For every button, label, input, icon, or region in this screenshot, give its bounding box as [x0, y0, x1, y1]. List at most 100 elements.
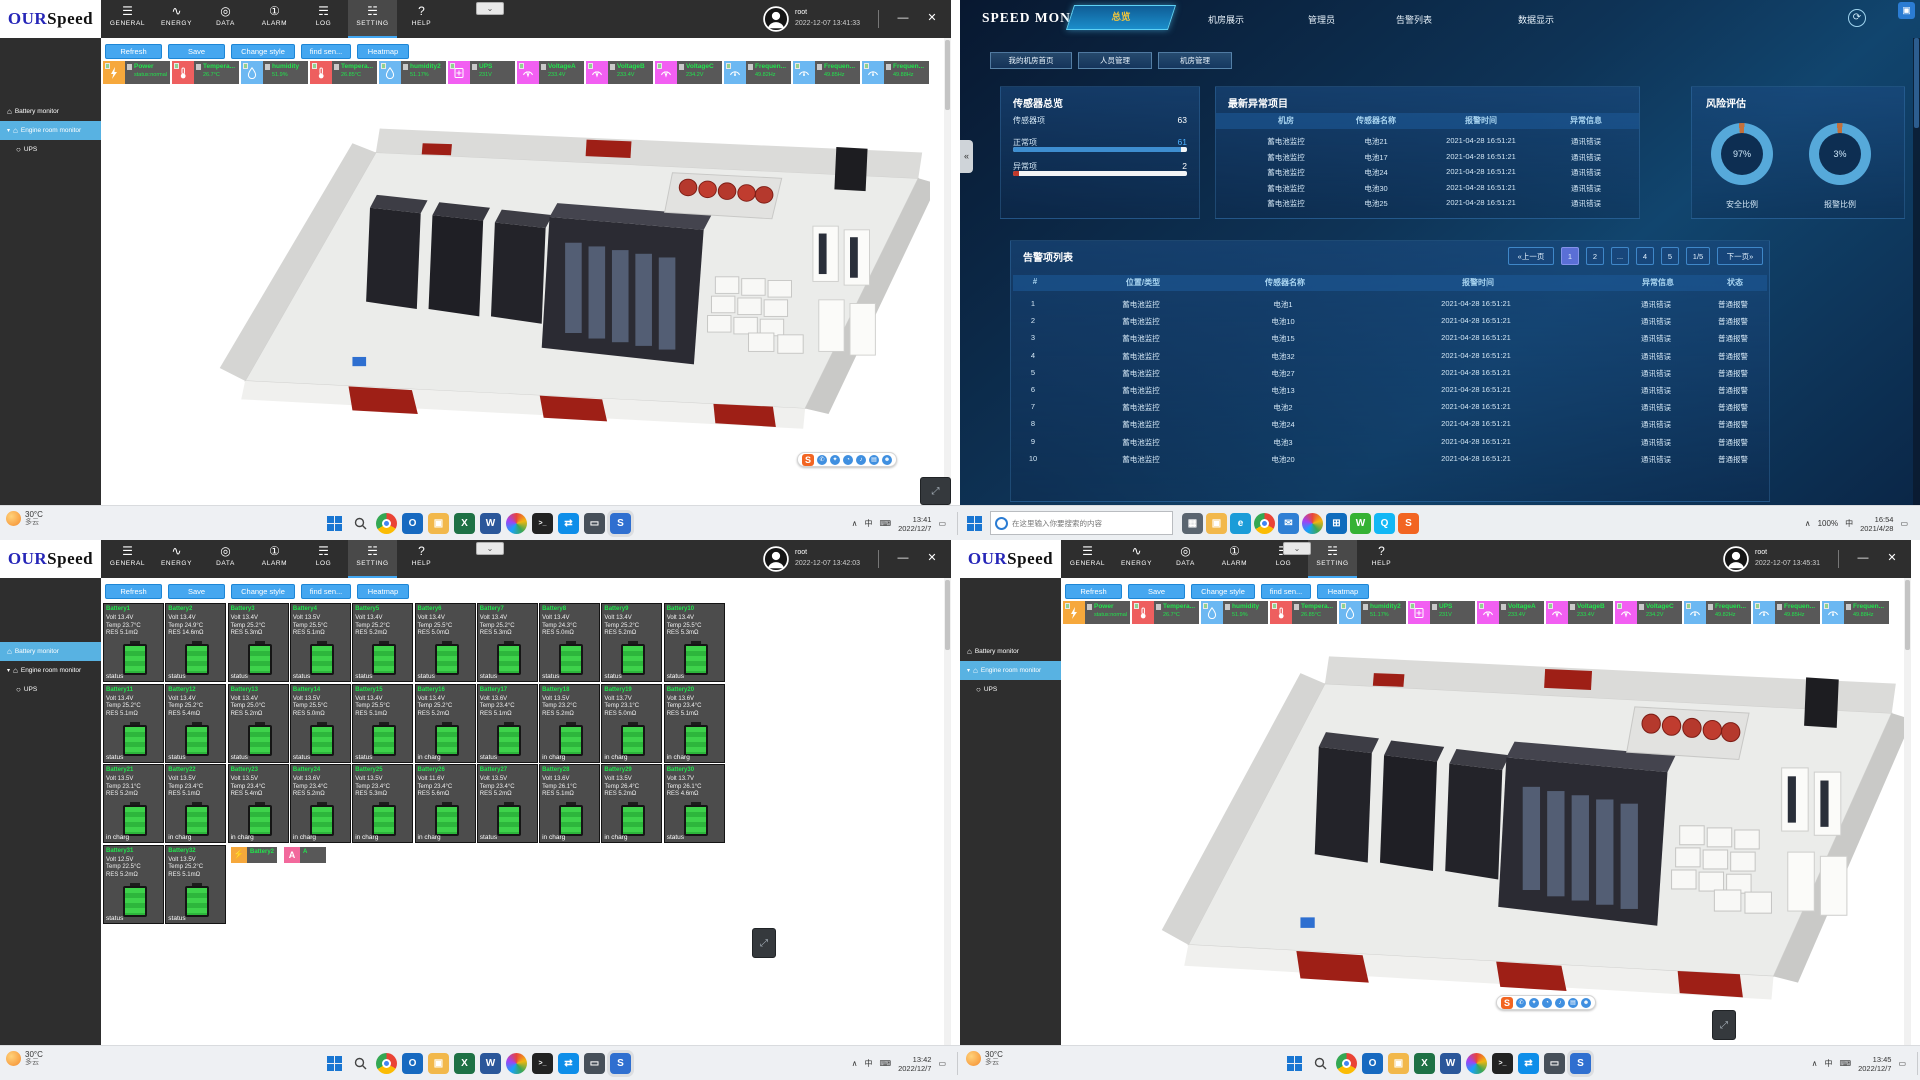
toolbar-button-refresh[interactable]: Refresh	[105, 584, 162, 599]
toolbar-button-save[interactable]: Save	[1128, 584, 1185, 599]
excel-icon[interactable]: X	[454, 513, 475, 534]
start-icon[interactable]	[324, 513, 345, 534]
display-icon[interactable]: ▭	[584, 513, 605, 534]
tray-chevron-icon[interactable]: ∧	[851, 1059, 858, 1068]
toolbar-button-refresh[interactable]: Refresh	[1065, 584, 1122, 599]
sidebar-item-battery[interactable]: ⌂ Battery monitor	[960, 642, 1061, 661]
menu-tab-general[interactable]: ☰ GENERAL	[1063, 540, 1112, 578]
sogou-s-icon[interactable]: S	[802, 453, 814, 466]
close-button[interactable]: ✕	[927, 552, 937, 564]
taskbar-clock[interactable]: 16:54 2021/4/28	[1860, 515, 1893, 533]
teamviewer-icon[interactable]: ⇄	[558, 1053, 579, 1074]
sensor-chip-ups[interactable]: UPS 231V	[448, 61, 515, 84]
nav-tab-data-display[interactable]: 数据显示	[1518, 15, 1555, 25]
battery-card-7[interactable]: Battery7 Volt 13.4V Temp 25.2°C RES 5.3mΩ st…	[476, 603, 538, 682]
word-icon[interactable]: W	[1440, 1053, 1461, 1074]
sensor-chip-power[interactable]: Power status:normal	[1063, 601, 1130, 624]
keyboard-icon[interactable]: ▤	[1568, 997, 1578, 1008]
tray-ime-indicator[interactable]: 中	[1845, 519, 1854, 528]
sparkle-icon[interactable]: ✦	[1529, 997, 1539, 1008]
corner-app-icon[interactable]: ▣	[1898, 2, 1915, 19]
display-icon[interactable]: ▭	[1544, 1053, 1565, 1074]
notification-icon[interactable]: ▭	[938, 519, 946, 528]
battery-card-32[interactable]: Battery32 Volt 13.5V Temp 25.2°C RES 5.1mΩ s…	[165, 844, 227, 924]
screen-share-mini-window[interactable]: ⤢	[752, 928, 776, 958]
tray-ime-indicator[interactable]: 中	[1824, 1059, 1833, 1068]
start-icon[interactable]	[324, 1053, 345, 1074]
mail-icon[interactable]: ✉	[1278, 513, 1299, 534]
scrollbar-thumb[interactable]	[945, 40, 950, 110]
search-icon[interactable]	[1310, 1053, 1331, 1074]
menu-tab-alarm[interactable]: ① ALARM	[250, 540, 299, 578]
tray-chevron-icon[interactable]: ∧	[1811, 1059, 1818, 1068]
file-explorer-icon[interactable]: ▣	[428, 513, 449, 534]
menu-tab-energy[interactable]: ∿ ENERGY	[152, 0, 201, 38]
scrollbar-thumb[interactable]	[945, 580, 950, 650]
tray-chevron-icon[interactable]: ∧	[1804, 519, 1811, 528]
battery-card-1[interactable]: Battery1 Volt 13.4V Temp 23.7°C RES 5.1mΩ st…	[103, 603, 164, 682]
battery-card-2[interactable]: Battery2 Volt 13.4V Temp 24.9°C RES 14.6mΩ s…	[165, 603, 227, 682]
taskbar-clock[interactable]: 13:41 2022/12/7	[898, 515, 931, 533]
battery-card-8[interactable]: Battery8 Volt 13.4V Temp 24.3°C RES 5.0mΩ st…	[539, 603, 601, 682]
menu-tab-general[interactable]: ☰ GENERAL	[103, 0, 152, 38]
battery-card-23[interactable]: Battery23 Volt 13.5V Temp 23.4°C RES 5.4mΩ i…	[227, 764, 289, 844]
menu-tab-general[interactable]: ☰ GENERAL	[103, 540, 152, 578]
menu-tab-help[interactable]: ? HELP	[1357, 540, 1406, 578]
taskbar-search-box[interactable]: 在这里输入你要搜索的内容	[990, 511, 1173, 535]
sensor-chip-humidity[interactable]: humidity 51.9%	[241, 61, 308, 84]
clock-icon[interactable]: ◔	[843, 454, 853, 465]
word-icon[interactable]: W	[480, 1053, 501, 1074]
window-scrollbar[interactable]	[1904, 578, 1911, 1045]
sensor-chip-tempera[interactable]: Tempera... 26.7°C	[172, 61, 239, 84]
sensor-chip-humidity2[interactable]: humidity2 51.17%	[379, 61, 446, 84]
window-scrollbar[interactable]	[944, 578, 951, 1045]
toolbar-button-change-style[interactable]: Change style	[1191, 584, 1255, 599]
battery-card-29[interactable]: Battery29 Volt 13.5V Temp 26.4°C RES 5.2mΩ i…	[601, 764, 663, 844]
sparkle-icon[interactable]: ✦	[830, 454, 840, 465]
menu-tab-setting[interactable]: ☵ SETTING	[348, 0, 397, 38]
sidebar-item-battery[interactable]: ⌂ Battery monitor	[0, 642, 101, 661]
collapse-sidebar-button[interactable]: «	[960, 140, 973, 173]
battery-card-19[interactable]: Battery19 Volt 13.7V Temp 23.1°C RES 5.0mΩ i…	[601, 683, 663, 763]
word-icon[interactable]: W	[480, 513, 501, 534]
battery-card-15[interactable]: Battery15 Volt 13.4V Temp 25.5°C RES 5.1mΩ s…	[352, 683, 414, 763]
sensor-chip-frequen[interactable]: Frequen... 49.85Hz	[793, 61, 860, 84]
battery-card-16[interactable]: Battery16 Volt 13.4V Temp 25.2°C RES 5.2mΩ i…	[414, 683, 476, 763]
taskbar-clock[interactable]: 13:42 2022/12/7	[898, 1055, 931, 1073]
sidebar-item-engine[interactable]: ▾ ⌂ Engine room monitor	[0, 661, 101, 680]
sogou-s-icon[interactable]: S	[1501, 996, 1513, 1009]
file-explorer-icon[interactable]: ▣	[1388, 1053, 1409, 1074]
subnav-room-mgmt[interactable]: 机房管理	[1158, 52, 1232, 69]
pagination-p4[interactable]: 4	[1636, 247, 1654, 265]
battery-card-26[interactable]: Battery26 Volt 11.6V Temp 23.4°C RES 5.6mΩ i…	[414, 764, 476, 844]
3d-engine-room-view[interactable]	[1068, 610, 1913, 1010]
sidebar-item-engine[interactable]: ▾ ⌂ Engine room monitor	[960, 661, 1061, 680]
sensor-chip-frequen[interactable]: Frequen... 49.85Hz	[1753, 601, 1820, 624]
sensor-chip-humidity[interactable]: humidity 51.9%	[1201, 601, 1268, 624]
menu-tab-setting[interactable]: ☵ SETTING	[1308, 540, 1357, 578]
excel-icon[interactable]: X	[454, 1053, 475, 1074]
search-icon[interactable]	[350, 513, 371, 534]
notification-icon[interactable]: ▭	[1898, 1059, 1906, 1068]
pagination-p1[interactable]: 1	[1561, 247, 1579, 265]
wechat-icon[interactable]: W	[1350, 513, 1371, 534]
refresh-icon[interactable]: ⟳	[1848, 9, 1866, 27]
sidebar-item-ups[interactable]: ○ UPS	[0, 680, 101, 699]
mic-icon[interactable]: ♪	[1555, 997, 1565, 1008]
scrollbar-thumb[interactable]	[1914, 38, 1919, 128]
battery-card-10[interactable]: Battery10 Volt 13.4V Temp 25.5°C RES 5.3mΩ s…	[663, 603, 725, 682]
show-desktop-button[interactable]	[957, 1052, 960, 1075]
floating-sensor-chip-1[interactable]: ⚡ Battery2	[231, 846, 278, 863]
floating-toolbar-collapsed[interactable]: ⌄	[1283, 542, 1311, 555]
photos-icon[interactable]	[506, 1053, 527, 1074]
sensor-chip-frequen[interactable]: Frequen... 49.88Hz	[862, 61, 929, 84]
sidebar-item-ups[interactable]: ○ UPS	[0, 140, 101, 159]
subnav-personnel-mgmt[interactable]: 人员管理	[1078, 52, 1152, 69]
pagination-p5[interactable]: 5	[1661, 247, 1679, 265]
teamviewer-icon[interactable]: ⇄	[558, 513, 579, 534]
menu-tab-help[interactable]: ? HELP	[397, 540, 446, 578]
floating-toolbar-collapsed[interactable]: ⌄	[476, 2, 504, 15]
photos-icon[interactable]	[1302, 513, 1323, 534]
qq-icon[interactable]: Q	[1374, 513, 1395, 534]
show-desktop-button[interactable]	[1917, 1052, 1920, 1075]
